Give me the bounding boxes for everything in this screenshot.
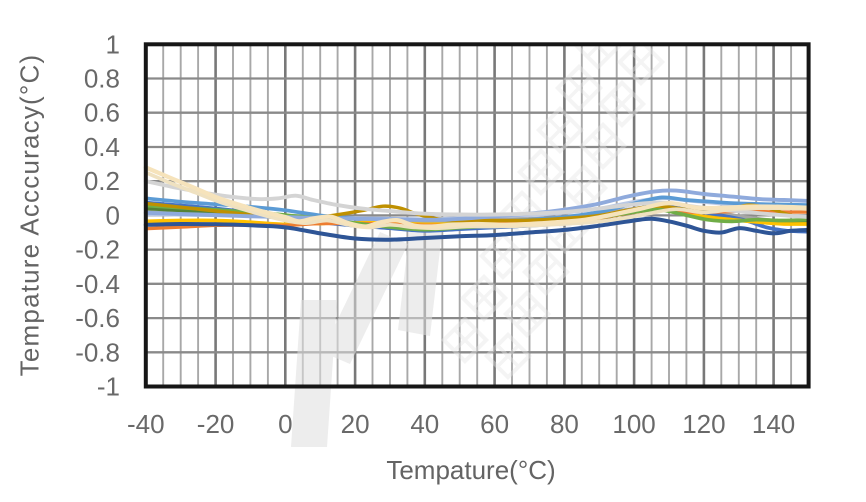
svg-text:0.2: 0.2 xyxy=(84,166,120,196)
svg-text:-20: -20 xyxy=(197,409,235,439)
svg-text:60: 60 xyxy=(480,409,509,439)
svg-text:0.8: 0.8 xyxy=(84,64,120,94)
svg-text:-40: -40 xyxy=(127,409,165,439)
svg-text:-0.6: -0.6 xyxy=(75,303,120,333)
svg-text:0.6: 0.6 xyxy=(84,98,120,128)
svg-text:120: 120 xyxy=(682,409,725,439)
svg-text:80: 80 xyxy=(550,409,579,439)
svg-text:-0.4: -0.4 xyxy=(75,269,120,299)
svg-text:0.4: 0.4 xyxy=(84,132,120,162)
svg-text:1: 1 xyxy=(106,29,120,59)
svg-text:0: 0 xyxy=(106,200,120,230)
svg-text:-0.8: -0.8 xyxy=(75,337,120,367)
svg-text:Tempature Acccuracy(°C): Tempature Acccuracy(°C) xyxy=(15,54,45,377)
svg-text:0: 0 xyxy=(278,409,292,439)
svg-text:20: 20 xyxy=(341,409,370,439)
svg-text:100: 100 xyxy=(612,409,655,439)
svg-text:-1: -1 xyxy=(97,372,120,402)
svg-text:Tempature(°C): Tempature(°C) xyxy=(386,455,555,485)
svg-text:-0.2: -0.2 xyxy=(75,235,120,265)
svg-text:40: 40 xyxy=(410,409,439,439)
svg-text:140: 140 xyxy=(752,409,795,439)
